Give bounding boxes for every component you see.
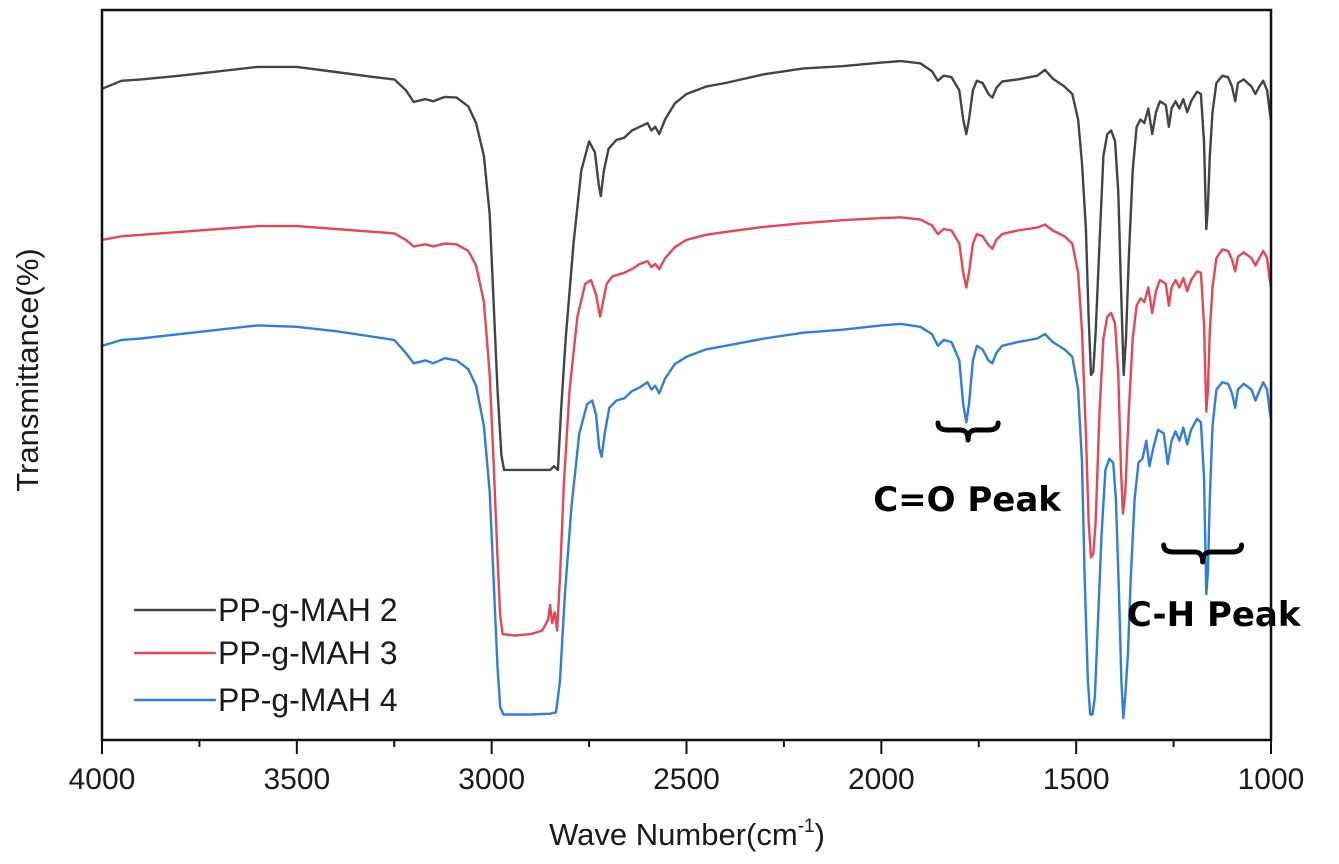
x-axis-ticks: 4000 3500 3000 2500 2000 1500 1000	[69, 740, 1305, 796]
legend-label-pp-g-mah-2: PP-g-MAH 2	[218, 592, 398, 628]
x-axis-title-superscript: -1	[798, 816, 815, 837]
x-tick-label: 1000	[1238, 763, 1305, 796]
ch-peak-label: C-H Peak	[1127, 595, 1302, 635]
x-tick-label: 4000	[69, 763, 136, 796]
annotation-layer: C=O Peak C-H Peak	[873, 420, 1302, 635]
x-axis-title-main: Wave Number(cm	[549, 817, 798, 852]
x-tick-label: 2000	[848, 763, 915, 796]
series-line-pp-g-mah-3	[100, 216, 1273, 637]
x-tick-label: 3000	[458, 763, 525, 796]
x-tick-label: 1500	[1043, 763, 1110, 796]
series-line-pp-g-mah-2	[100, 59, 1273, 472]
x-tick-label: 2500	[653, 763, 720, 796]
legend-label-pp-g-mah-4: PP-g-MAH 4	[218, 682, 398, 718]
series-layer	[100, 59, 1273, 720]
legend: PP-g-MAH 2 PP-g-MAH 3 PP-g-MAH 4	[133, 592, 398, 718]
co-peak-brace	[935, 420, 1001, 443]
y-axis-title: Transmittance(%)	[10, 248, 45, 491]
x-axis-title: Wave Number(cm-1)	[549, 816, 825, 852]
x-tick-label: 3500	[263, 763, 330, 796]
legend-label-pp-g-mah-3: PP-g-MAH 3	[218, 635, 398, 671]
co-peak-label: C=O Peak	[873, 480, 1062, 520]
x-axis-title-suffix: )	[815, 817, 825, 852]
ch-peak-brace	[1161, 542, 1245, 565]
series-line-pp-g-mah-4	[100, 322, 1273, 720]
plot-frame	[100, 8, 1273, 742]
